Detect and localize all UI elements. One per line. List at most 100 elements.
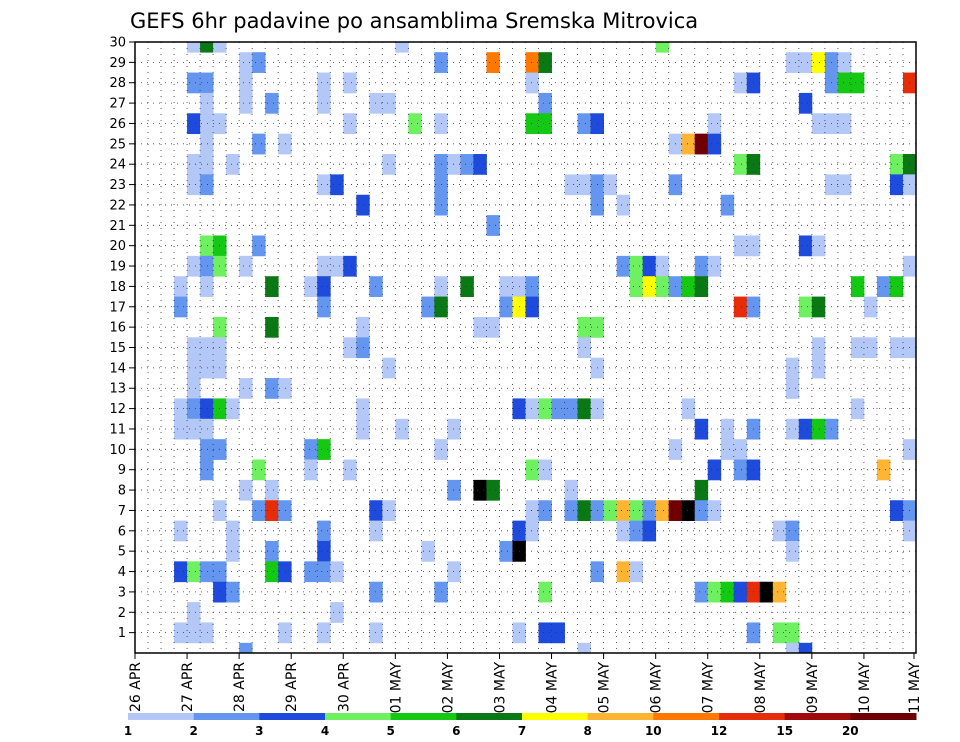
x-tick-label: 07 MAY — [701, 662, 717, 714]
y-tick-label: 2 — [118, 606, 126, 621]
heatmap-cell — [564, 174, 578, 196]
heatmap-cell — [317, 540, 331, 562]
heatmap-cell — [187, 337, 201, 359]
heatmap-cell — [174, 296, 188, 318]
heatmap-cell — [473, 479, 487, 501]
heatmap-cell — [486, 479, 500, 501]
heatmap-cell — [330, 174, 344, 196]
heatmap-cell — [772, 581, 787, 603]
heatmap-cell — [187, 357, 201, 379]
heatmap-cell — [538, 398, 552, 420]
heatmap-cell — [681, 276, 696, 297]
heatmap-cell — [616, 255, 631, 277]
heatmap-cell — [785, 622, 800, 644]
heatmap-cell — [200, 255, 214, 277]
heatmap-cell — [837, 72, 852, 94]
heatmap-cell — [382, 154, 396, 175]
heatmap-cell — [239, 92, 253, 114]
y-tick-label: 24 — [109, 158, 126, 173]
x-tick-label: 05 MAY — [597, 662, 613, 714]
heatmap-cell — [707, 255, 722, 277]
heatmap-cell — [564, 398, 578, 420]
heatmap-cell — [772, 622, 787, 644]
legend-swatch — [390, 713, 457, 720]
heatmap-cell — [317, 439, 331, 460]
heatmap-cell — [811, 296, 826, 318]
heatmap-cell — [356, 398, 370, 420]
heatmap-cell — [200, 42, 214, 53]
heatmap-cell — [330, 255, 344, 277]
heatmap-cell — [694, 133, 709, 155]
heatmap-cell — [577, 500, 591, 522]
heatmap-cell — [616, 520, 631, 542]
y-tick-label: 11 — [109, 422, 126, 437]
x-axis: 26 APR 27 APR 28 APR 29 APR 30 APR 01 MAY 02 M… — [128, 653, 923, 713]
heatmap-cell — [681, 398, 696, 420]
heatmap-cell — [356, 337, 370, 359]
heatmap-cell — [226, 540, 240, 562]
heatmap-cell — [304, 561, 318, 583]
heatmap-cell — [317, 255, 331, 277]
x-tick-label: 09 MAY — [805, 662, 821, 714]
y-tick-label: 30 — [109, 36, 126, 51]
heatmap-cell — [681, 133, 696, 155]
heatmap-cell — [213, 42, 227, 53]
heatmap-cell — [252, 52, 266, 73]
x-tick-label: 27 APR — [180, 662, 196, 712]
heatmap-cell — [356, 194, 370, 216]
legend-label: 6 — [452, 724, 460, 738]
color-legend: 1 2 3 4 5 6 7 8 10 12 15 20 — [124, 713, 917, 738]
heatmap-cell — [395, 418, 409, 440]
heatmap-cell — [187, 561, 201, 583]
heatmap-cell — [343, 113, 357, 135]
heatmap-cell — [538, 500, 552, 522]
legend-swatch — [128, 713, 195, 720]
heatmap-cell — [707, 581, 722, 603]
heatmap-cell — [863, 296, 878, 318]
heatmap-cell — [382, 500, 396, 522]
heatmap-cell — [629, 500, 644, 522]
heatmap-cell — [200, 459, 214, 481]
heatmap-cell — [616, 194, 631, 216]
heatmap-cell — [408, 113, 422, 135]
y-tick-label: 8 — [118, 484, 126, 499]
heatmap-cell — [850, 72, 865, 94]
heatmap-cell — [889, 276, 904, 297]
heatmap-cell — [876, 459, 891, 481]
legend-label: 2 — [190, 724, 198, 738]
heatmap-cell — [252, 235, 266, 257]
legend-label: 10 — [645, 724, 662, 738]
heatmap-cell — [707, 500, 722, 522]
heatmap-cell — [200, 154, 214, 175]
heatmap-cell — [486, 215, 500, 236]
heatmap-cell — [174, 398, 188, 420]
y-tick-label: 17 — [109, 300, 126, 315]
heatmap-cell — [811, 113, 826, 135]
heatmap-cell — [343, 72, 357, 94]
heatmap-cell — [785, 520, 800, 542]
heatmap-cell — [473, 316, 487, 338]
heatmap-cell — [369, 622, 383, 644]
heatmap-cell — [798, 235, 813, 257]
heatmap-cell — [525, 113, 539, 135]
heatmap-cell — [265, 479, 279, 501]
legend-swatch — [587, 713, 654, 720]
heatmap-cell — [473, 154, 487, 175]
heatmap-cell — [317, 72, 331, 94]
heatmap-cell — [330, 602, 344, 623]
heatmap-cell — [577, 174, 591, 196]
heatmap-cell — [174, 276, 188, 297]
legend-label: 12 — [711, 724, 728, 738]
heatmap-cell — [265, 540, 279, 562]
x-tick-label: 03 MAY — [493, 662, 509, 714]
x-tick-label: 04 MAY — [545, 662, 561, 714]
heatmap-cell — [265, 276, 279, 297]
heatmap-cell — [603, 174, 618, 196]
legend-swatch — [784, 713, 851, 720]
heatmap-cell — [174, 622, 188, 644]
heatmap-cell — [317, 561, 331, 583]
heatmap-cell — [720, 439, 735, 460]
y-axis: 1234567891011121314151617181920212223242… — [109, 36, 135, 641]
legend-label: 20 — [842, 724, 859, 738]
heatmap-cell — [239, 52, 253, 73]
